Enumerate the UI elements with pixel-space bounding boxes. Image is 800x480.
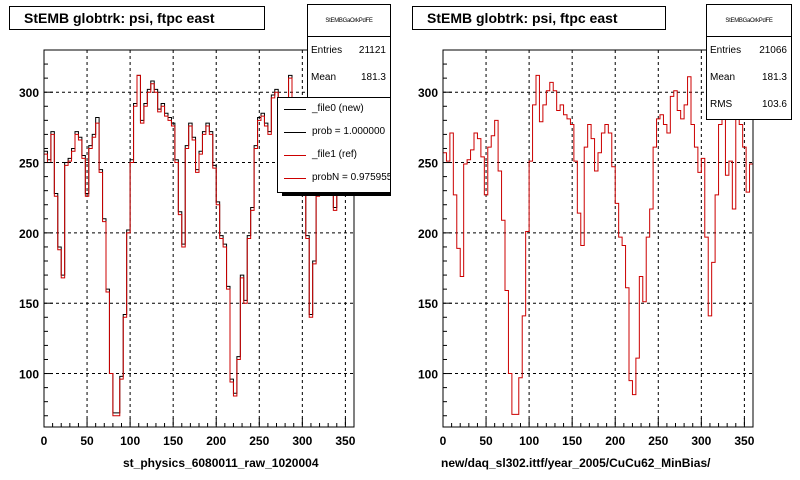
left-x-tick-label-350: 350: [335, 434, 355, 448]
left-y-tick-label-300: 300: [19, 86, 39, 100]
right-stats-row-entries: Entries 21066: [707, 37, 791, 64]
left-x-tick-label-300: 300: [292, 434, 312, 448]
right-y-tick-label-200: 200: [418, 227, 438, 241]
left-x-axis-title: st_physics_6080011_raw_1020004: [123, 456, 319, 470]
right-x-tick-label-100: 100: [519, 434, 539, 448]
legend-label-file0: _file0 (new): [312, 103, 364, 114]
left-y-tick-label-100: 100: [19, 368, 39, 382]
right-stats-row-rms: RMS 103.6: [707, 91, 791, 118]
left-stats-entries-key: Entries: [311, 45, 343, 56]
right-stats-header: StEMBGaOrkPdFE: [707, 5, 791, 37]
left-stats-row-entries: Entries 21121: [308, 37, 390, 64]
left-y-tick-label-200: 200: [19, 227, 39, 241]
legend-shadow-bottom: [282, 192, 391, 196]
right-x-tick-label-0: 0: [440, 434, 447, 448]
left-x-tick-label-100: 100: [120, 434, 140, 448]
left-stats-box: StEMBGaOrkPdFE Entries 21121 Mean 181.3: [307, 4, 391, 108]
left-stats-header: StEMBGaOrkPdFE: [308, 5, 390, 37]
left-x-tick-label-250: 250: [249, 434, 269, 448]
right-y-tick-label-100: 100: [418, 368, 438, 382]
left-y-tick-label-250: 250: [19, 157, 39, 171]
right-x-tick-label-150: 150: [562, 434, 582, 448]
right-y-tick-label-250: 250: [418, 157, 438, 171]
right-stats-entries-key: Entries: [710, 45, 742, 56]
left-x-tick-label-150: 150: [163, 434, 183, 448]
left-x-tick-label-0: 0: [41, 434, 48, 448]
legend-label-prob: prob = 1.000000: [312, 126, 386, 137]
right-x-axis-title: new/daq_sl302.ittf/year_2005/CuCu62_MinB…: [441, 456, 711, 470]
right-stats-rms-key: RMS: [710, 99, 733, 110]
left-stats-entries-value: 21121: [358, 45, 386, 56]
left-y-tick-label-150: 150: [19, 297, 39, 311]
right-stats-entries-value: 21066: [759, 45, 787, 56]
right-stats-mean-value: 181.3: [761, 72, 787, 83]
left-x-tick-label-50: 50: [80, 434, 94, 448]
right-plot-title: StEMB globtrk: psi, ftpc east: [412, 6, 666, 30]
right-stats-box: StEMBGaOrkPdFE Entries 21066 Mean 181.3 …: [706, 4, 792, 120]
right-x-tick-label-50: 50: [479, 434, 493, 448]
left-stats-row-mean: Mean 181.3: [308, 64, 390, 91]
right-x-tick-label-300: 300: [691, 434, 711, 448]
legend-label-probn: probN = 0.975955: [312, 172, 391, 183]
legend-swatch-probn: [284, 178, 306, 179]
left-stats-mean-key: Mean: [311, 72, 337, 83]
legend-swatch-file1: [284, 155, 306, 156]
left-stats-mean-value: 181.3: [360, 72, 386, 83]
right-stats-rms-value: 103.6: [761, 99, 787, 110]
right-x-tick-label-350: 350: [734, 434, 754, 448]
right-stats-row-mean: Mean 181.3: [707, 64, 791, 91]
legend-box: _file0 (new) prob = 1.000000 _file1 (ref…: [277, 97, 391, 193]
legend-swatch-prob: [284, 132, 306, 133]
right-stats-mean-key: Mean: [710, 72, 736, 83]
right-y-tick-label-300: 300: [418, 86, 438, 100]
right-series-0: [443, 62, 753, 415]
right-x-tick-label-200: 200: [605, 434, 625, 448]
left-plot-title: StEMB globtrk: psi, ftpc east: [9, 6, 265, 30]
right-y-tick-label-150: 150: [418, 297, 438, 311]
legend-label-file1: _file1 (ref): [312, 149, 358, 160]
legend-swatch-file0: [284, 109, 306, 110]
legend-entry-file1: _file1 (ref): [278, 144, 390, 167]
legend-entry-prob: prob = 1.000000: [278, 121, 390, 144]
legend-entry-probn: probN = 0.975955: [278, 167, 390, 190]
left-x-tick-label-200: 200: [206, 434, 226, 448]
right-x-tick-label-250: 250: [648, 434, 668, 448]
legend-entry-file0: _file0 (new): [278, 98, 390, 121]
